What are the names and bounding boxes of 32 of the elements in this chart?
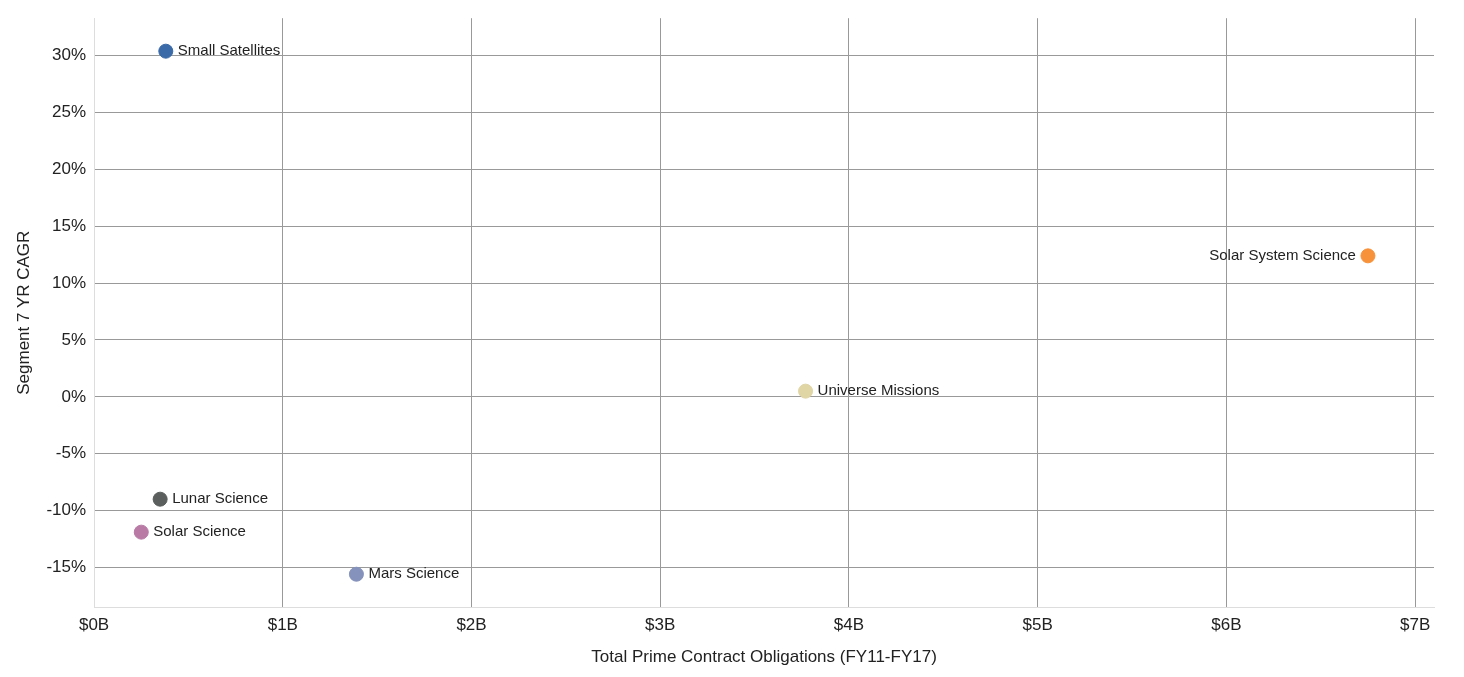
y-tick-label: 25% <box>52 102 87 122</box>
point <box>798 383 814 399</box>
x-tick-label: $4B <box>833 615 865 635</box>
y-tick-label: 10% <box>52 272 87 292</box>
x-tick-label: $0B <box>78 615 110 635</box>
series-label: Lunar Science <box>172 489 269 507</box>
point <box>133 524 149 540</box>
y-tick-label: -15% <box>46 557 87 577</box>
y-axis-title: Segment 7 YR CAGR <box>13 230 33 395</box>
point <box>158 43 174 59</box>
series-label: Mars Science <box>368 564 460 582</box>
y-tick-label: 15% <box>52 215 87 235</box>
y-tick-label: 20% <box>52 159 87 179</box>
x-axis-title: Total Prime Contract Obligations (FY11-FY17) <box>591 647 937 667</box>
y-tick-label: 30% <box>52 45 87 65</box>
x-tick-label: $7B <box>1400 615 1431 635</box>
x-tick-label: $3B <box>645 615 676 635</box>
point <box>348 566 364 582</box>
series-label: Solar Science <box>153 522 246 540</box>
x-tick-label: $5B <box>1022 615 1053 635</box>
y-tick-label: -10% <box>46 500 87 520</box>
x-tick-label: $2B <box>456 615 487 635</box>
y-tick-label: -5% <box>55 443 87 463</box>
series-label: Solar System Science <box>1209 245 1356 263</box>
y-tick-label: 5% <box>61 329 87 349</box>
series-label: Small Satellites <box>177 41 281 59</box>
x-tick-label: $6B <box>1211 615 1242 635</box>
point <box>1360 248 1376 264</box>
series-label: Universe Missions <box>817 381 940 399</box>
y-tick-label: 0% <box>61 386 87 406</box>
point <box>152 491 168 507</box>
x-tick-label: $1B <box>267 615 298 635</box>
